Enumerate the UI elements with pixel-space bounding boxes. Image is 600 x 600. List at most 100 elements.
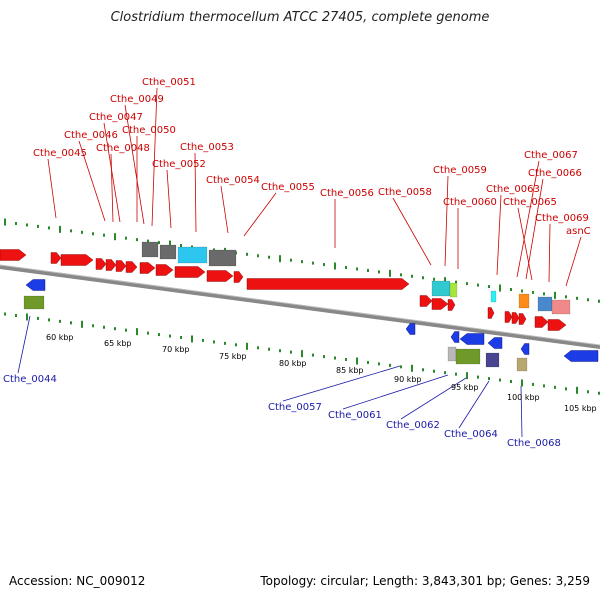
label-leader bbox=[392, 197, 432, 266]
gene-labels: Cthe_0051 Cthe_0049 Cthe_0047 Cthe_0046 Cthe… bbox=[3, 77, 591, 449]
lower-tick-track bbox=[4, 312, 600, 395]
tick-mark bbox=[136, 328, 138, 336]
tick-mark bbox=[59, 225, 61, 233]
tick-mark bbox=[466, 282, 468, 286]
gene-box-grey bbox=[159, 244, 177, 260]
tick-mark bbox=[26, 223, 28, 227]
gene-box-cyan bbox=[490, 290, 497, 303]
label-leader bbox=[103, 122, 121, 223]
forward-gene bbox=[105, 259, 117, 271]
tick-mark bbox=[147, 331, 149, 335]
genome-backbone bbox=[0, 265, 600, 349]
accession-text: Accession: NC_009012 bbox=[9, 574, 146, 588]
tick-mark bbox=[312, 353, 314, 357]
tick-mark bbox=[356, 357, 358, 365]
map-title: Clostridium thermocellum ATCC 27405, com… bbox=[110, 10, 490, 25]
reverse-gene bbox=[487, 337, 503, 349]
tick-mark bbox=[543, 384, 545, 388]
tick-mark bbox=[103, 233, 105, 237]
reverse-gene bbox=[520, 343, 530, 355]
scale-label: 80 kbp bbox=[279, 359, 307, 368]
scale-label: 75 kbp bbox=[219, 352, 247, 361]
gene-label: Cthe_0051 bbox=[142, 77, 196, 88]
tick-mark bbox=[48, 318, 50, 322]
tick-mark bbox=[554, 385, 556, 389]
tick-mark bbox=[202, 338, 204, 342]
gene-label: Cthe_0045 bbox=[33, 148, 87, 159]
tick-mark bbox=[235, 343, 237, 347]
scale-label: 105 kbp bbox=[564, 404, 597, 413]
tick-mark bbox=[345, 358, 347, 361]
label-leader bbox=[151, 87, 158, 227]
forward-gene bbox=[0, 249, 27, 261]
tick-mark bbox=[367, 268, 369, 272]
tick-mark bbox=[70, 321, 72, 325]
label-leader bbox=[166, 169, 172, 229]
tick-mark bbox=[521, 289, 523, 293]
tick-mark bbox=[48, 226, 50, 230]
forward-gene bbox=[547, 319, 567, 331]
tick-mark bbox=[246, 342, 248, 350]
tick-mark bbox=[565, 295, 567, 299]
gene-label: Cthe_0059 bbox=[433, 165, 487, 176]
gene-label: Cthe_0052 bbox=[152, 159, 206, 170]
forward-gene bbox=[174, 266, 206, 278]
label-leader-lines bbox=[17, 87, 582, 438]
gene-box-khaki bbox=[516, 357, 528, 372]
label-leader bbox=[458, 380, 490, 429]
tick-mark bbox=[400, 365, 402, 369]
tick-mark bbox=[158, 241, 160, 245]
gene-label: Cthe_0056 bbox=[320, 188, 374, 199]
forward-gene bbox=[534, 316, 549, 328]
tick-mark bbox=[224, 341, 226, 345]
gene-label: Cthe_0049 bbox=[110, 94, 164, 105]
tick-mark bbox=[466, 372, 468, 380]
tick-mark bbox=[15, 314, 17, 317]
tick-mark bbox=[444, 371, 446, 375]
gene-box-teal bbox=[431, 280, 451, 297]
gene-label: Cthe_0054 bbox=[206, 175, 260, 186]
tick-mark bbox=[257, 254, 259, 258]
gene-box-lime bbox=[449, 282, 458, 298]
tick-mark bbox=[92, 324, 94, 328]
label-leader bbox=[520, 385, 523, 438]
tick-mark bbox=[532, 382, 534, 386]
tick-mark bbox=[301, 350, 303, 358]
tick-mark bbox=[213, 340, 215, 344]
forward-gene bbox=[518, 313, 527, 325]
tick-mark bbox=[81, 230, 83, 234]
tick-mark bbox=[246, 252, 248, 256]
label-leader bbox=[400, 377, 467, 420]
tick-mark bbox=[279, 255, 281, 263]
forward-gene bbox=[487, 307, 495, 319]
gene-label: Cthe_0068 bbox=[507, 438, 561, 449]
tick-mark bbox=[37, 224, 39, 228]
tick-mark bbox=[422, 368, 424, 372]
scale-label: 65 kbp bbox=[104, 339, 132, 348]
gene-label: Cthe_0055 bbox=[261, 182, 315, 193]
gene-label: Cthe_0057 bbox=[268, 402, 322, 413]
tick-mark bbox=[268, 255, 270, 259]
tick-mark bbox=[26, 313, 28, 321]
forward-gene bbox=[50, 252, 62, 264]
tick-mark bbox=[59, 319, 61, 323]
gene-label: Cthe_0050 bbox=[122, 125, 176, 136]
forward-gene bbox=[155, 264, 174, 276]
reverse-gene bbox=[459, 333, 485, 345]
tick-mark bbox=[213, 248, 215, 252]
gene-label: Cthe_0058 bbox=[378, 187, 432, 198]
tick-mark bbox=[455, 372, 457, 376]
gene-box-grey bbox=[208, 249, 237, 267]
gene-box-grey bbox=[447, 346, 457, 362]
scale-label: 85 kbp bbox=[336, 366, 364, 375]
gene-box-indigo bbox=[485, 352, 500, 368]
tick-mark bbox=[323, 263, 325, 267]
tick-mark bbox=[81, 320, 83, 328]
tick-mark bbox=[345, 266, 347, 269]
tick-mark bbox=[290, 350, 292, 354]
tick-mark bbox=[576, 386, 578, 394]
label-leader bbox=[47, 158, 57, 219]
tick-mark bbox=[598, 299, 600, 303]
tick-mark bbox=[334, 356, 336, 360]
